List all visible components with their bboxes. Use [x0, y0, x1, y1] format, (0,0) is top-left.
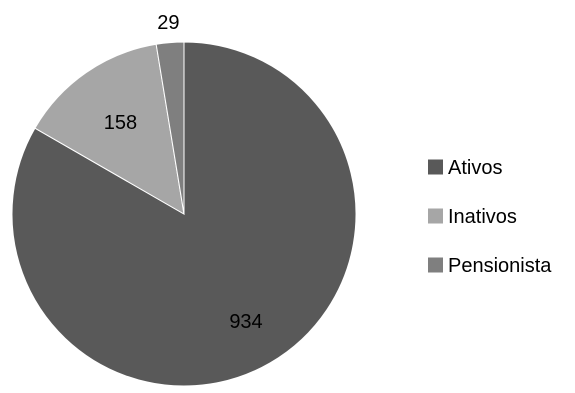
pie-data-labels: 934 158 29	[104, 12, 263, 333]
pie-slice-pensionista	[155, 41, 185, 215]
legend-swatch-inativos	[428, 208, 443, 224]
data-label-ativos: 934	[229, 311, 262, 333]
data-label-inativos: 158	[104, 112, 137, 134]
legend-label-ativos: Ativos	[448, 157, 502, 179]
legend-item-inativos: Inativos	[428, 206, 517, 228]
data-label-pensionista: 29	[157, 12, 179, 34]
pie-slices	[11, 41, 357, 387]
legend-label-inativos: Inativos	[448, 206, 517, 228]
legend-label-pensionista: Pensionista	[448, 255, 552, 277]
legend-swatch-pensionista	[428, 257, 443, 273]
legend: Ativos Inativos Pensionista	[428, 157, 552, 277]
legend-swatch-ativos	[428, 159, 443, 175]
legend-item-pensionista: Pensionista	[428, 255, 552, 277]
pie-slice-inativos	[34, 43, 185, 215]
legend-item-ativos: Ativos	[428, 157, 502, 179]
